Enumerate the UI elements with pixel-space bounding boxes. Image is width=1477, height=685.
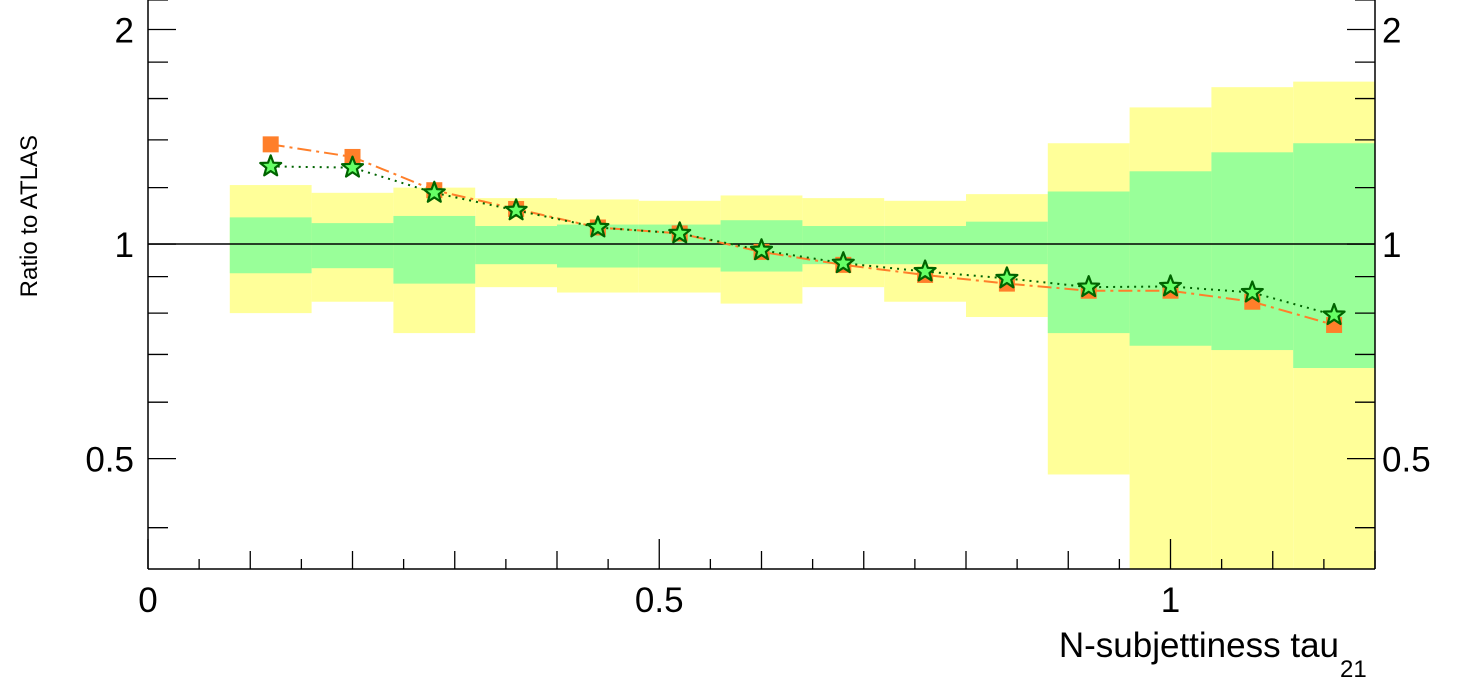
star-marker xyxy=(504,198,528,221)
axis-ticks xyxy=(147,0,1376,569)
x-tick-label: 0.5 xyxy=(635,581,684,620)
inner-band-bin xyxy=(393,215,476,284)
star-marker xyxy=(668,221,692,244)
tick-labels: 0 0.5 1 0.5 1 2 0.5 1 2 xyxy=(85,12,1430,620)
series-line-2 xyxy=(270,165,1335,317)
star-marker xyxy=(749,238,774,261)
inner-band-bin xyxy=(1047,191,1130,334)
star-marker xyxy=(913,259,937,282)
star-marker xyxy=(995,266,1019,289)
inner-band-bin xyxy=(1293,143,1375,369)
star-marker xyxy=(831,251,855,274)
series-group xyxy=(259,136,1346,333)
x-tick-label: 0 xyxy=(138,581,157,620)
x-axis-title-subscript: 21 xyxy=(1340,656,1367,683)
y-tick-label-right: 1 xyxy=(1382,226,1401,265)
inner-band-bin xyxy=(1129,171,1212,346)
y-tick-label-right: 0.5 xyxy=(1382,441,1431,480)
inner-band-bin xyxy=(884,226,966,265)
star-marker xyxy=(1158,274,1183,297)
y-tick-label-left: 2 xyxy=(115,12,134,51)
uncertainty-bands xyxy=(229,81,1375,570)
star-marker xyxy=(340,155,365,178)
x-axis-title: N-subjettiness tau xyxy=(1059,626,1339,665)
series-line-1 xyxy=(270,143,1335,326)
x-tick-label: 1 xyxy=(1161,581,1180,620)
star-marker xyxy=(1077,275,1101,298)
star-marker xyxy=(422,180,446,203)
star-marker xyxy=(1322,302,1346,326)
y-axis-title: Ratio to ATLAS xyxy=(16,135,43,297)
star-marker xyxy=(586,215,610,238)
y-tick-label-right: 2 xyxy=(1382,12,1401,51)
inner-band-bin xyxy=(229,217,312,274)
inner-band-bin xyxy=(475,226,557,265)
star-marker xyxy=(1240,280,1264,303)
inner-band-bin xyxy=(311,223,394,269)
inner-band-bin xyxy=(966,221,1048,265)
y-tick-label-left: 1 xyxy=(115,226,134,265)
square-marker xyxy=(262,136,279,153)
star-marker xyxy=(259,154,283,177)
y-tick-label-left: 0.5 xyxy=(85,441,134,480)
inner-band-bin xyxy=(1211,152,1294,351)
